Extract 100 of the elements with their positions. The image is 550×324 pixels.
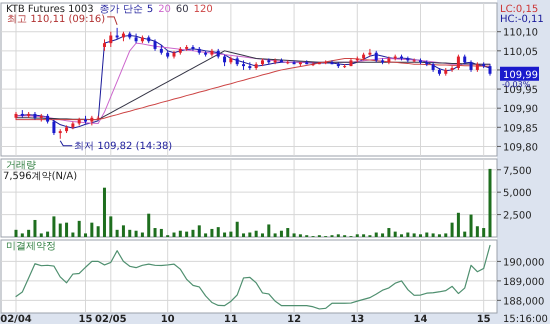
- bar: [128, 230, 132, 237]
- bar: [96, 226, 100, 237]
- candlestick: [52, 119, 56, 136]
- bar: [374, 232, 378, 237]
- bar: [438, 234, 441, 237]
- candlestick: [488, 64, 492, 76]
- y-tick-label: 109,85: [503, 123, 538, 134]
- bar: [450, 222, 454, 237]
- y-tick-label: 110,05: [503, 46, 538, 58]
- bar: [456, 212, 460, 237]
- bar: [248, 232, 252, 237]
- bar: [267, 224, 270, 237]
- bar: [14, 230, 18, 237]
- bar: [463, 232, 466, 237]
- candlestick: [109, 31, 112, 48]
- bar: [476, 226, 479, 237]
- text: 109,99: [503, 70, 538, 81]
- x-tick-label: 11: [224, 314, 238, 324]
- bar: [286, 228, 290, 237]
- text: HC:-0,11: [500, 14, 544, 25]
- text: 20: [158, 4, 171, 15]
- candlestick: [374, 50, 378, 63]
- bar: [482, 228, 486, 237]
- candlestick: [463, 54, 466, 65]
- y-tick-label: 110,10: [503, 28, 538, 39]
- candlestick: [236, 56, 239, 67]
- bar: [400, 234, 404, 237]
- y-tick-label: 109,80: [503, 142, 538, 154]
- y-tick-label: 2,500: [503, 210, 532, 222]
- legend-title: 종가 단순: [100, 4, 143, 15]
- bar: [90, 222, 94, 237]
- y-tick-label: 188,000: [503, 296, 544, 308]
- bar: [102, 188, 106, 237]
- bar: [178, 230, 182, 237]
- text: 5: [146, 4, 154, 15]
- chart-title: 거래량: [6, 160, 36, 171]
- x-tick-label: 15: [78, 314, 93, 324]
- bar: [444, 233, 448, 237]
- bar: [20, 233, 24, 237]
- bar: [65, 222, 68, 237]
- text: 15:16:00: [503, 314, 548, 324]
- bar: [432, 233, 435, 237]
- bar: [58, 224, 62, 237]
- candlestick: [216, 48, 220, 59]
- bar: [470, 214, 473, 237]
- bar: [381, 233, 384, 237]
- chart-title: KTB Futures 1003: [6, 4, 94, 15]
- bar: [116, 230, 119, 237]
- candlestick: [58, 128, 62, 140]
- candlestick: [456, 54, 460, 70]
- bar: [109, 216, 112, 237]
- bar: [27, 230, 30, 237]
- bar: [418, 234, 422, 237]
- bar: [191, 230, 194, 237]
- candlestick: [154, 38, 157, 52]
- candlestick: [102, 38, 106, 52]
- bar: [216, 227, 220, 237]
- bar: [242, 233, 246, 237]
- x-tick-label: 02/04: [0, 314, 32, 324]
- candlestick: [476, 62, 479, 72]
- bar: [254, 230, 258, 237]
- x-tick-label: 10: [160, 314, 175, 324]
- candlestick: [470, 60, 473, 72]
- bar: [33, 220, 36, 237]
- bar: [52, 216, 56, 237]
- bar: [260, 233, 264, 237]
- annotation: 최저 109,82 (14:38): [74, 140, 172, 152]
- bar: [198, 225, 201, 237]
- y-tick-label: 190,000: [503, 257, 544, 268]
- candlestick: [90, 115, 94, 126]
- bar: [274, 233, 277, 237]
- candlestick: [134, 33, 138, 44]
- bar: [394, 232, 397, 237]
- bar: [412, 233, 416, 237]
- bar: [204, 233, 208, 237]
- candlestick: [223, 54, 226, 67]
- bar: [46, 232, 50, 237]
- bar: [147, 214, 150, 237]
- text: 7,596계약(N/A): [3, 171, 78, 182]
- x-tick-label: 12: [287, 314, 302, 324]
- y-tick-label: 7,500: [503, 166, 532, 177]
- bar: [298, 234, 302, 237]
- bar: [210, 228, 214, 237]
- x-tick-label: 15: [476, 314, 491, 324]
- candlestick: [116, 27, 119, 40]
- bar: [336, 234, 340, 237]
- candlestick: [432, 62, 435, 72]
- bar: [356, 234, 359, 237]
- candlestick: [160, 44, 163, 56]
- bar: [229, 232, 232, 237]
- bar: [292, 233, 296, 237]
- bar: [160, 228, 163, 237]
- bar: [78, 220, 81, 237]
- bar: [140, 232, 144, 237]
- bar: [488, 168, 492, 237]
- text: 120: [194, 4, 213, 15]
- bar: [406, 232, 410, 237]
- y-tick-label: 109,90: [503, 104, 538, 116]
- bar: [425, 232, 428, 237]
- bar: [84, 233, 88, 237]
